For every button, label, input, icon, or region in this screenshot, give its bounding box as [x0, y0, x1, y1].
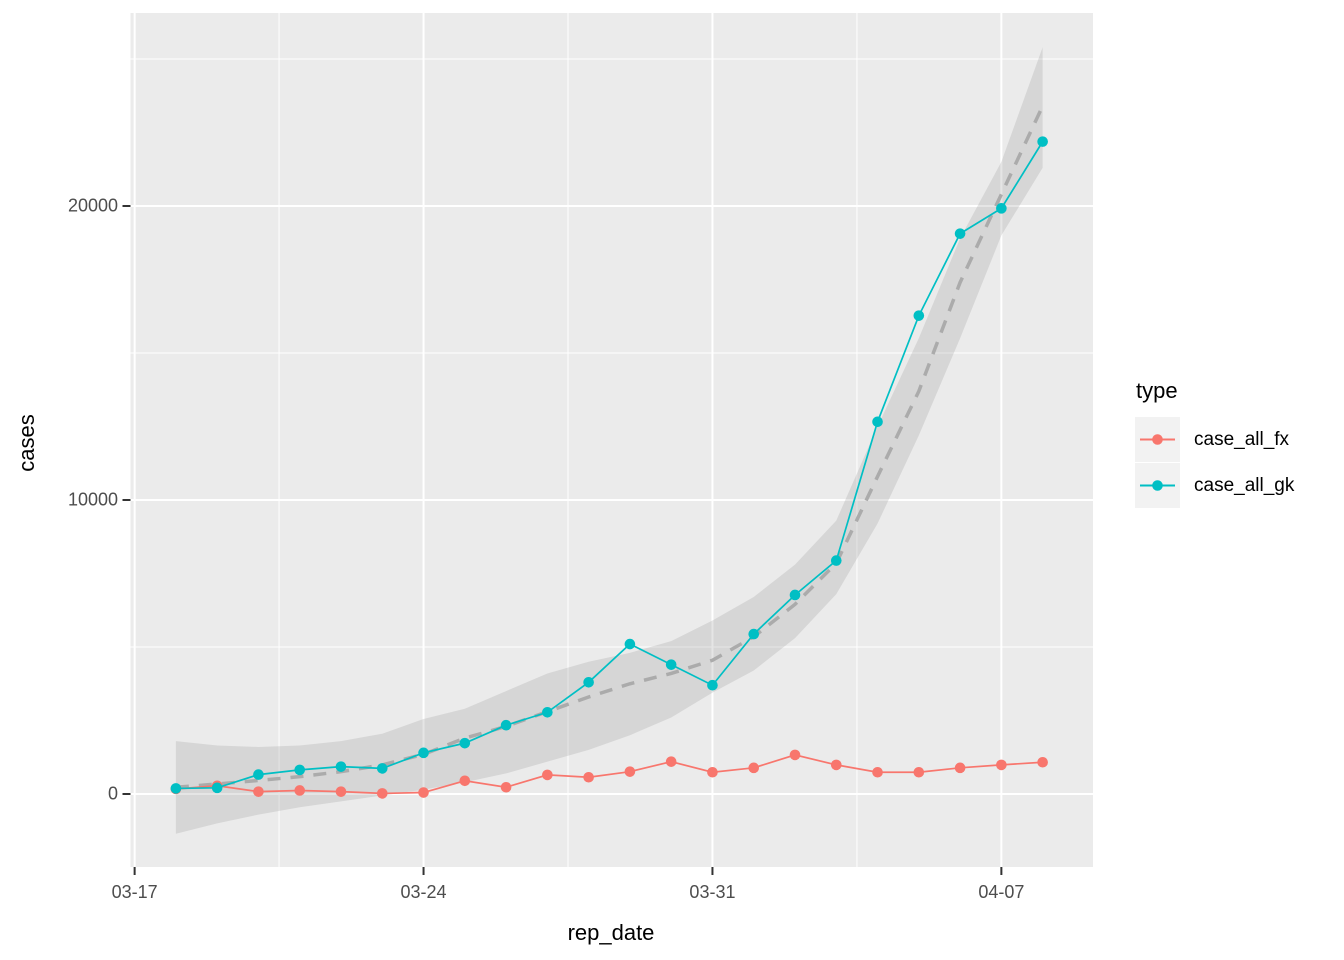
data-point-case_all_gk	[872, 416, 883, 428]
legend-label-case-all-fx: case_all_fx	[1194, 428, 1290, 450]
series-line-case_all_gk	[175, 141, 1044, 790]
legend-line-point-icon	[1140, 480, 1175, 491]
data-point-case_all_gk	[624, 638, 636, 650]
y-tick-label: 0	[107, 783, 118, 804]
data-point-case_all_gk	[211, 782, 223, 794]
data-point-case_all_fx	[583, 771, 594, 783]
legend-line-point-icon	[1140, 434, 1175, 445]
y-axis-title: cases	[14, 414, 39, 472]
data-point-case_all_fx	[542, 769, 553, 781]
legend-entry-case-all-fx: case_all_fx	[1135, 417, 1294, 462]
data-point-case_all_gk	[583, 676, 594, 688]
data-point-case_all_fx	[748, 762, 760, 774]
y-tick-label: 10000	[67, 489, 118, 510]
x-tick-label: 03-17	[111, 882, 158, 902]
x-tick-label: 03-31	[689, 882, 736, 902]
data-point-case_all_fx	[624, 766, 636, 777]
x-axis-title: rep_date	[567, 920, 655, 945]
data-point-case_all_fx	[830, 759, 842, 771]
data-point-case_all_gk	[294, 764, 306, 776]
x-tick-label: 03-24	[400, 882, 447, 902]
data-point-case_all_gk	[954, 228, 966, 239]
data-point-case_all_fx	[913, 766, 925, 778]
data-point-case_all_fx	[418, 787, 429, 798]
data-point-case_all_gk	[996, 203, 1007, 214]
data-point-case_all_gk	[830, 555, 842, 566]
data-point-case_all_fx	[1037, 756, 1048, 768]
data-point-case_all_fx	[872, 766, 883, 778]
data-point-case_all_fx	[996, 759, 1007, 771]
data-point-case_all_fx	[954, 762, 966, 774]
legend-key-case-all-fx	[1135, 417, 1180, 462]
data-point-case_all_gk	[707, 679, 718, 691]
data-point-case_all_fx	[707, 766, 718, 778]
series-line-case_all_fx	[175, 754, 1043, 795]
data-point-case_all_fx	[665, 756, 677, 767]
data-point-case_all_fx	[789, 749, 801, 761]
data-point-case_all_fx	[253, 786, 264, 797]
data-point-case_all_fx	[459, 775, 471, 787]
data-point-case_all_gk	[542, 706, 553, 718]
data-point-case_all_gk	[170, 783, 182, 794]
data-point-case_all_gk	[253, 769, 264, 780]
smooth-trend-line	[175, 105, 1045, 789]
legend: type case_all_fx case_all_gk	[1135, 378, 1294, 509]
x-tick-label: 04-07	[978, 882, 1025, 902]
y-tick-label: 20000	[67, 195, 118, 216]
data-point-case_all_gk	[500, 719, 512, 731]
data-point-case_all_gk	[913, 310, 925, 321]
legend-entry-case-all-gk: case_all_gk	[1135, 463, 1294, 508]
legend-label-case-all-gk: case_all_gk	[1194, 474, 1295, 496]
legend-key-case-all-gk	[1135, 463, 1180, 508]
data-point-case_all_gk	[789, 589, 801, 601]
data-point-case_all_gk	[376, 763, 388, 774]
data-point-case_all_fx	[294, 785, 306, 796]
data-point-case_all_gk	[418, 747, 429, 759]
data-point-case_all_fx	[335, 786, 347, 797]
data-point-case_all_gk	[748, 628, 760, 640]
data-point-case_all_gk	[665, 659, 677, 670]
legend-title: type	[1136, 378, 1178, 403]
data-point-case_all_fx	[500, 781, 512, 793]
data-point-case_all_gk	[459, 737, 471, 749]
data-point-case_all_gk	[1037, 136, 1048, 147]
data-point-case_all_gk	[335, 761, 347, 772]
data-point-case_all_fx	[376, 788, 388, 799]
smooth-confidence-ribbon	[175, 47, 1043, 834]
panel-background	[130, 13, 1093, 867]
